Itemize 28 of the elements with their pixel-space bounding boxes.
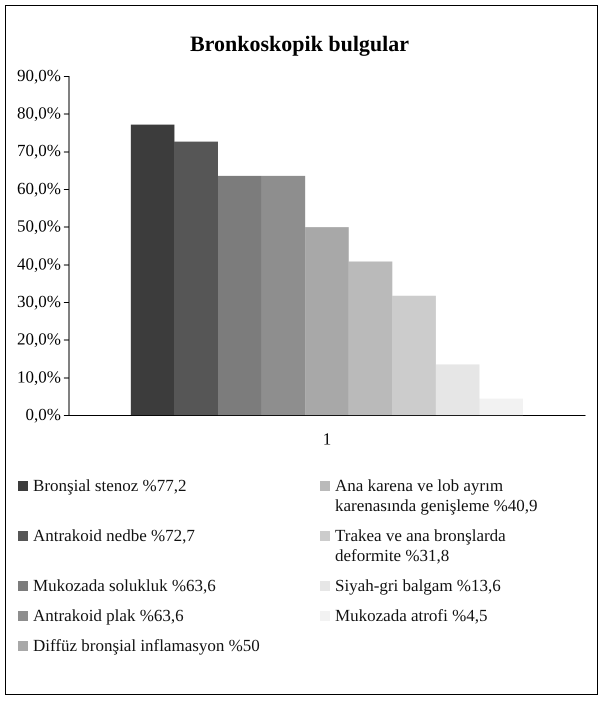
y-tick-label: 90,0% — [16, 66, 61, 85]
legend-label: Siyah-gri balgam %13,6 — [335, 576, 501, 596]
bar — [348, 261, 392, 416]
bar — [392, 296, 436, 416]
legend-label: Mukozada atrofi %4,5 — [335, 606, 488, 626]
bar — [305, 227, 349, 416]
y-tick-label: 80,0% — [16, 104, 61, 123]
chart-title: Bronkoskopik bulgular — [190, 30, 410, 56]
legend-label: Ana karena ve lob ayrım karenasında genişleme %40,9 — [335, 476, 539, 516]
legend-label: Antrakoid plak %63,6 — [33, 606, 184, 626]
y-tick-label: 60,0% — [16, 178, 61, 198]
y-tick-label: 30,0% — [16, 292, 61, 311]
y-tick-label: 50,0% — [16, 216, 61, 236]
legend-label: Antrakoid nedbe %72,7 — [33, 526, 195, 546]
bar — [130, 124, 174, 416]
bar — [218, 176, 262, 416]
bar — [174, 142, 218, 416]
y-tick-label: 20,0% — [16, 330, 61, 349]
legend-label: Trakea ve ana bronşlarda deformite %31,8 — [335, 526, 507, 566]
y-tick-label: 0,0% — [25, 405, 61, 424]
y-tick-label: 10,0% — [16, 367, 61, 386]
legend-label: Bronşial stenoz %77,2 — [33, 476, 186, 496]
x-tick-label: 1 — [322, 429, 332, 448]
legend-label: Diffüz bronşial inflamasyon %50 — [33, 636, 260, 656]
bar — [262, 176, 306, 416]
y-tick-label: 40,0% — [16, 254, 61, 274]
legend-label: Mukozada solukluk %63,6 — [33, 576, 216, 596]
y-tick-label: 70,0% — [16, 141, 61, 160]
